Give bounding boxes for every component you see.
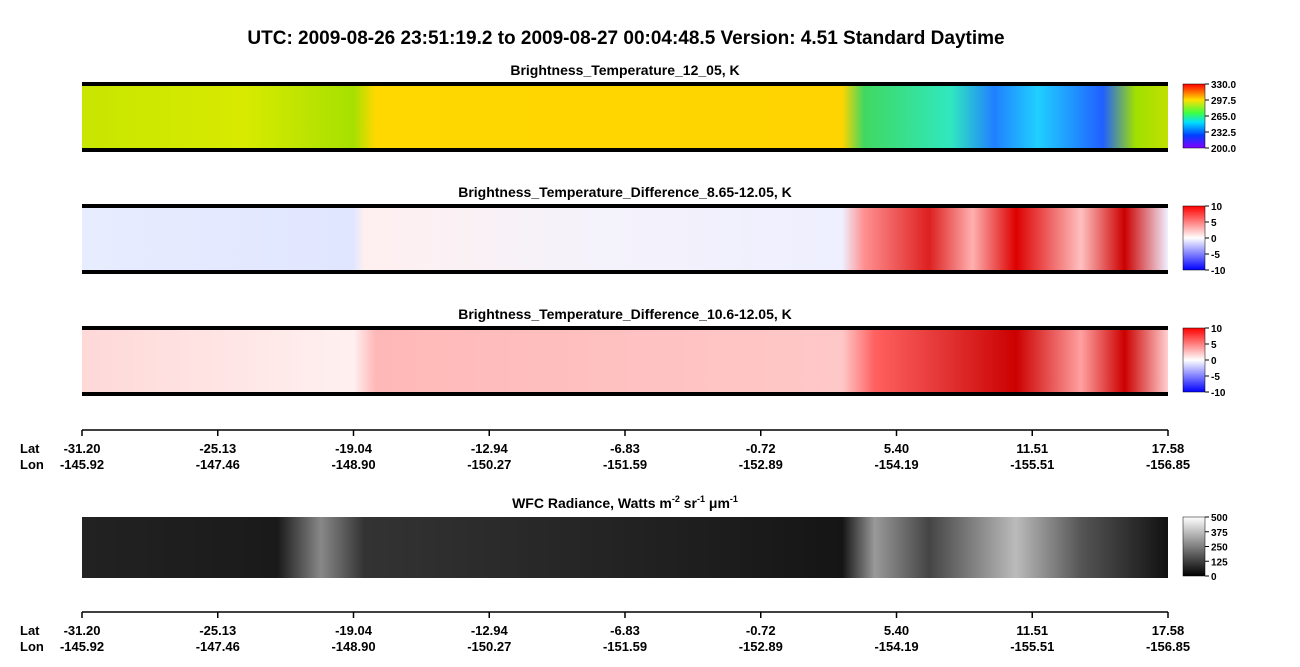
colorbar-label: 10 bbox=[1211, 324, 1223, 335]
strip-edge bbox=[82, 326, 1168, 330]
lon-label: -151.59 bbox=[603, 457, 647, 472]
title-part: sr bbox=[680, 495, 698, 511]
lon-label: -156.85 bbox=[1146, 639, 1190, 654]
colorbar-label: 200.0 bbox=[1211, 144, 1236, 155]
colorbar-label: -5 bbox=[1211, 372, 1220, 383]
lat-label: 17.58 bbox=[1152, 441, 1185, 456]
colorbar-label: 5 bbox=[1211, 218, 1217, 229]
strip-edge bbox=[82, 148, 1168, 152]
title: UTC: 2009-08-26 23:51:19.2 to 2009-08-27… bbox=[247, 28, 1004, 49]
lat-label: -0.72 bbox=[746, 441, 776, 456]
lat-label: -12.94 bbox=[471, 623, 509, 638]
colorbar-label: 250 bbox=[1211, 543, 1228, 554]
image-strip bbox=[82, 517, 1168, 578]
colorbar bbox=[1182, 83, 1206, 149]
image-strip bbox=[82, 84, 1168, 150]
lat-label: -31.20 bbox=[64, 441, 101, 456]
lon-label: -148.90 bbox=[331, 639, 375, 654]
colorbar-label: 232.5 bbox=[1211, 128, 1236, 139]
title-part: WFC Radiance, Watts m bbox=[512, 495, 672, 511]
panel-title: Brightness_Temperature_12_05, K bbox=[510, 62, 739, 78]
lon-label: -154.19 bbox=[874, 457, 918, 472]
colorbar-label: 265.0 bbox=[1211, 112, 1236, 123]
superscript: -1 bbox=[697, 494, 705, 504]
panel-title: Brightness_Temperature_Difference_10.6-1… bbox=[458, 306, 792, 322]
strip-edge bbox=[82, 82, 1168, 86]
colorbar-label: 330.0 bbox=[1211, 80, 1236, 91]
lon-label: -147.46 bbox=[196, 639, 240, 654]
colorbar bbox=[1182, 205, 1206, 271]
lat-label: -6.83 bbox=[610, 441, 640, 456]
colorbar-label: 500 bbox=[1211, 513, 1228, 524]
strip-edge bbox=[82, 204, 1168, 208]
colorbar-label: -10 bbox=[1211, 388, 1226, 399]
lat-label: -31.20 bbox=[64, 623, 101, 638]
lon-label: -155.51 bbox=[1010, 457, 1054, 472]
lon-label: -150.27 bbox=[467, 457, 511, 472]
colorbar-label: 375 bbox=[1211, 528, 1228, 539]
lon-label: -156.85 bbox=[1146, 457, 1190, 472]
lon-label: -148.90 bbox=[331, 457, 375, 472]
colorbar-label: 5 bbox=[1211, 340, 1217, 351]
lat-label: 11.51 bbox=[1016, 441, 1048, 456]
lat-label: -0.72 bbox=[746, 623, 776, 638]
colorbar-label: -5 bbox=[1211, 250, 1220, 261]
panel-title: Brightness_Temperature_Difference_8.65-1… bbox=[458, 184, 792, 200]
lat-label: -19.04 bbox=[335, 441, 373, 456]
colorbar-label: 125 bbox=[1211, 557, 1228, 568]
lon-label: -151.59 bbox=[603, 639, 647, 654]
lat-label: 11.51 bbox=[1016, 623, 1048, 638]
lon-label: -152.89 bbox=[739, 639, 783, 654]
strip-edge bbox=[82, 270, 1168, 274]
title-part: μm bbox=[705, 495, 730, 511]
image-strip bbox=[82, 206, 1168, 272]
lon-label: -145.92 bbox=[60, 639, 104, 654]
lat-label: -6.83 bbox=[610, 623, 640, 638]
colorbar-label: 0 bbox=[1211, 356, 1217, 367]
lat-label: -25.13 bbox=[199, 441, 236, 456]
axis-label: Lat bbox=[20, 623, 40, 638]
colorbar-label: -10 bbox=[1211, 266, 1226, 277]
colorbar-label: 10 bbox=[1211, 202, 1223, 213]
lon-label: -150.27 bbox=[467, 639, 511, 654]
lon-label: -147.46 bbox=[196, 457, 240, 472]
image-strip bbox=[82, 328, 1168, 394]
lon-label: -154.19 bbox=[874, 639, 918, 654]
lon-label: -155.51 bbox=[1010, 639, 1054, 654]
axis-label: Lon bbox=[20, 457, 44, 472]
panel-title: WFC Radiance, Watts m-2 sr-1 μm-1 bbox=[512, 494, 738, 511]
lon-label: -152.89 bbox=[739, 457, 783, 472]
lat-label: 5.40 bbox=[884, 441, 909, 456]
lat-label: 5.40 bbox=[884, 623, 909, 638]
superscript: -2 bbox=[672, 494, 680, 504]
lat-label: -12.94 bbox=[471, 441, 509, 456]
colorbar-label: 297.5 bbox=[1211, 96, 1236, 107]
axis-label: Lat bbox=[20, 441, 40, 456]
colorbar bbox=[1182, 327, 1206, 393]
strip-edge bbox=[82, 392, 1168, 396]
lat-label: -19.04 bbox=[335, 623, 373, 638]
colorbar bbox=[1182, 516, 1206, 577]
lat-label: 17.58 bbox=[1152, 623, 1185, 638]
lat-label: -25.13 bbox=[199, 623, 236, 638]
lon-label: -145.92 bbox=[60, 457, 104, 472]
superscript: -1 bbox=[730, 494, 738, 504]
colorbar-label: 0 bbox=[1211, 572, 1217, 583]
axis-label: Lon bbox=[20, 639, 44, 654]
colorbar-label: 0 bbox=[1211, 234, 1217, 245]
